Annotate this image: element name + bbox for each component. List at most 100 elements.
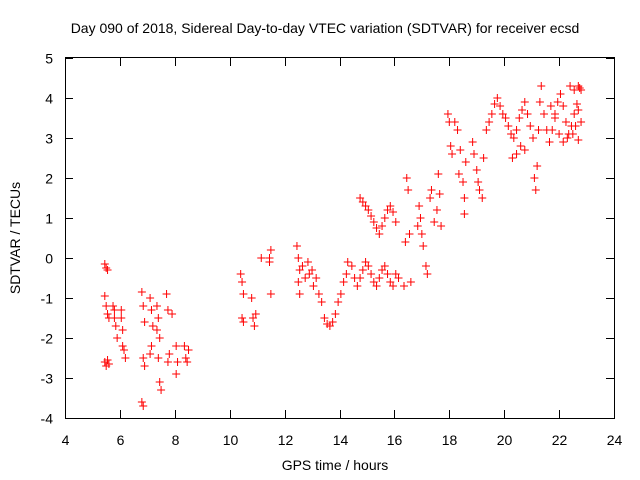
data-point: [402, 174, 411, 182]
data-point: [139, 354, 148, 362]
data-point: [548, 126, 557, 134]
data-point: [146, 294, 155, 302]
data-point: [487, 110, 496, 118]
data-point: [163, 358, 172, 366]
data-point: [512, 150, 521, 158]
data-point: [118, 342, 127, 350]
data-point: [456, 146, 465, 154]
data-point: [553, 98, 562, 106]
x-tick-label: 16: [387, 432, 403, 448]
y-tick-label: 3: [45, 131, 53, 147]
data-point: [427, 186, 436, 194]
data-point: [574, 106, 583, 114]
data-point: [572, 100, 581, 108]
data-point: [364, 262, 373, 270]
data-point: [375, 230, 384, 238]
data-point: [470, 150, 479, 158]
data-point: [356, 274, 365, 282]
data-point: [152, 326, 161, 334]
data-point: [577, 86, 586, 94]
data-point: [401, 238, 410, 246]
data-point: [450, 118, 459, 126]
data-point: [405, 230, 414, 238]
data-point: [102, 302, 111, 310]
data-point: [546, 102, 555, 110]
data-point: [110, 314, 119, 322]
data-point: [537, 82, 546, 90]
data-point: [117, 306, 126, 314]
data-point: [155, 334, 164, 342]
data-point: [426, 194, 435, 202]
data-point: [152, 302, 161, 310]
data-point: [168, 310, 177, 318]
x-tick-label: 18: [442, 432, 458, 448]
data-point: [454, 170, 463, 178]
data-point: [430, 218, 439, 226]
data-point: [386, 202, 395, 210]
data-point: [508, 154, 517, 162]
data-point: [139, 302, 148, 310]
data-point: [103, 266, 112, 274]
x-tick-label: 6: [117, 432, 125, 448]
data-point: [559, 102, 568, 110]
plot-frame: [65, 57, 615, 419]
data-point: [531, 186, 540, 194]
data-point: [247, 294, 256, 302]
data-point: [294, 278, 303, 286]
data-point: [165, 350, 174, 358]
data-point: [117, 314, 126, 322]
x-axis: 4 6 8 10 12 14 16 18 20 22 24: [62, 58, 622, 448]
chart-title: Day 090 of 2018, Sidereal Day-to-day VTE…: [71, 20, 580, 36]
data-point: [482, 126, 491, 134]
data-point: [556, 90, 565, 98]
data-point: [120, 346, 129, 354]
data-point: [417, 230, 426, 238]
data-point: [437, 222, 446, 230]
data-point: [239, 290, 248, 298]
data-point: [154, 314, 163, 322]
data-point: [380, 214, 389, 222]
data-point: [180, 342, 189, 350]
x-tick-label: 10: [223, 432, 239, 448]
data-point: [545, 138, 554, 146]
data-point: [468, 138, 477, 146]
data-point: [295, 290, 304, 298]
data-point: [406, 278, 415, 286]
data-point: [347, 262, 356, 270]
data-point: [238, 278, 247, 286]
data-point: [577, 118, 586, 126]
data-point: [526, 122, 535, 130]
data-point: [331, 310, 340, 318]
data-point: [111, 322, 120, 330]
data-point: [490, 100, 499, 108]
data-point: [308, 266, 317, 274]
data-point: [472, 166, 481, 174]
data-point: [173, 358, 182, 366]
data-point: [501, 114, 510, 122]
data-point: [479, 154, 488, 162]
data-point: [394, 274, 403, 282]
y-axis: -4 -3 -2 -1 0 1 2 3 4 5: [41, 51, 614, 427]
data-point: [236, 270, 245, 278]
data-point: [367, 270, 376, 278]
data-point: [570, 86, 579, 94]
data-point: [372, 282, 381, 290]
data-point: [309, 282, 318, 290]
x-tick-label: 8: [172, 432, 180, 448]
data-point: [312, 274, 321, 282]
data-point: [475, 186, 484, 194]
data-point: [103, 310, 112, 318]
data-point: [415, 202, 424, 210]
data-point: [529, 134, 538, 142]
y-tick-label: -2: [41, 331, 54, 347]
data-point: [453, 126, 462, 134]
data-point: [404, 186, 413, 194]
data-point: [183, 358, 192, 366]
data-point: [100, 260, 109, 268]
data-point: [380, 262, 389, 270]
data-point: [328, 318, 337, 326]
data-point: [184, 346, 193, 354]
data-point: [137, 288, 146, 296]
data-point: [574, 136, 583, 144]
